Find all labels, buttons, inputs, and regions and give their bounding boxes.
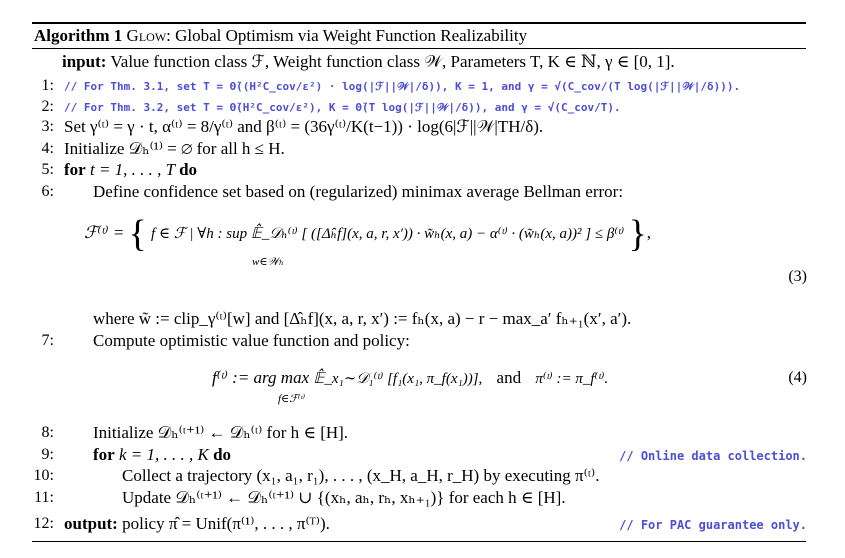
line-9: for k = 1, . . . , K do	[93, 445, 231, 465]
line-number-7: 7:	[41, 332, 54, 349]
input-keyword: input:	[62, 52, 107, 71]
line-number-12: 12:	[33, 515, 54, 532]
line-number-9: 9:	[41, 446, 54, 463]
input-text: Value function class ℱ, Weight function …	[110, 52, 675, 71]
line-5: for t = 1, . . . , T do	[64, 160, 197, 180]
line-6-text: Define confidence set based on (regulari…	[93, 182, 624, 201]
line-number-6: 6:	[41, 183, 54, 200]
comment-thm-3-2: // For Thm. 3.2, set T = Θ̃(H²C_cov/ε²),…	[64, 101, 621, 114]
line-number-8: 8:	[41, 424, 54, 441]
for-keyword: for	[64, 160, 86, 179]
top-rule	[32, 22, 806, 24]
for-keyword-inner: for	[93, 445, 115, 464]
line-3-text: Set γ⁽ᵗ⁾ = γ · t, α⁽ᵗ⁾ = 8/γ⁽ᵗ⁾ and β⁽ᵗ⁾…	[64, 117, 544, 136]
eq4-and: and	[496, 368, 522, 387]
equation-number-4: (4)	[788, 369, 807, 386]
line-number-2: 2:	[41, 98, 54, 115]
line-number-10: 10:	[33, 467, 54, 484]
comment-pac-guarantee: // For PAC guarantee only.	[619, 518, 807, 532]
line-12: output: policy π̂ = Unif(π⁽¹⁾, . . . , π…	[64, 514, 330, 534]
line-number-1: 1:	[41, 77, 54, 94]
line-7-text: Compute optimistic value function and po…	[93, 331, 410, 350]
eq4-policy: π⁽ᵗ⁾ := π_f⁽ᵗ⁾.	[535, 371, 609, 387]
line-9-text: k = 1, . . . , K	[114, 445, 214, 464]
eq3-sup-subscript: w∈𝒲ₕ	[252, 256, 284, 268]
eq4-lhs: f⁽ᵗ⁾ := arg max	[212, 368, 310, 387]
equation-number-3: (3)	[788, 268, 807, 285]
eq4-rhs: 𝔼̂_x₁∼𝒟₁⁽ᵗ⁾ [f₁(x₁, π_f(x₁))],	[313, 371, 483, 387]
algorithm-name: Glow	[126, 26, 167, 45]
eq3-open-brace: {	[128, 213, 147, 256]
do-keyword-inner: do	[213, 445, 232, 464]
where-line: where w̃ := clip_γ⁽ᵗ⁾[w] and [Δ̂ₕf](x, a…	[93, 309, 632, 328]
line-11-text: Update 𝒟ₕ⁽ᵗ⁺¹⁾ ← 𝒟ₕ⁽ᵗ⁺¹⁾ ∪ {(xₕ, aₕ, rₕ,…	[122, 488, 566, 507]
comment-online-data: // Online data collection.	[619, 449, 807, 463]
comment-thm-3-1: // For Thm. 3.1, set T = Θ̃((H²C_cov/ε²)…	[64, 80, 741, 93]
line-10-text: Collect a trajectory (x₁, a₁, r₁), . . .…	[122, 466, 600, 485]
algorithm-title: Algorithm 1 Glow: Global Optimism via We…	[34, 26, 527, 46]
line-number-11: 11:	[34, 489, 54, 506]
header-rule	[32, 48, 806, 49]
equation-4: f⁽ᵗ⁾ := arg max 𝔼̂_x₁∼𝒟₁⁽ᵗ⁾ [f₁(x₁, π_f(…	[212, 367, 608, 390]
line-4-text: Initialize 𝒟ₕ⁽¹⁾ = ∅ for all h ≤ H.	[64, 139, 285, 158]
eq4-argmax-subscript: f∈ℱ⁽ᵗ⁾	[278, 393, 306, 405]
line-5-text: t = 1, . . . , T	[85, 160, 180, 179]
line-12-text: policy π̂ = Unif(π⁽¹⁾, . . . , π⁽ᵀ⁾).	[117, 514, 330, 533]
line-number-3: 3:	[41, 118, 54, 135]
input-line: input: Value function class ℱ, Weight fu…	[62, 52, 675, 72]
algorithm-title-text: : Global Optimism via Weight Function Re…	[166, 26, 528, 45]
eq3-body: f ∈ ℱ | ∀h : sup 𝔼̂_𝒟ₕ⁽ᵗ⁾ [ ([Δ̂ₕf](x, a…	[151, 226, 625, 242]
bottom-rule	[32, 541, 806, 542]
do-keyword: do	[179, 160, 198, 179]
line-8-text: Initialize 𝒟ₕ⁽ᵗ⁺¹⁾ ← 𝒟ₕ⁽ᵗ⁾ for h ∈ [H].	[93, 423, 349, 442]
eq3-lhs: ℱ⁽ᵗ⁾ =	[84, 223, 125, 242]
line-number-5: 5:	[41, 161, 54, 178]
line-number-4: 4:	[41, 140, 54, 157]
output-keyword: output:	[64, 514, 118, 533]
algorithm-label: Algorithm 1	[34, 26, 123, 45]
eq3-close-brace: }	[628, 213, 647, 256]
equation-3: ℱ⁽ᵗ⁾ = { f ∈ ℱ | ∀h : sup 𝔼̂_𝒟ₕ⁽ᵗ⁾ [ ([Δ…	[84, 213, 651, 256]
